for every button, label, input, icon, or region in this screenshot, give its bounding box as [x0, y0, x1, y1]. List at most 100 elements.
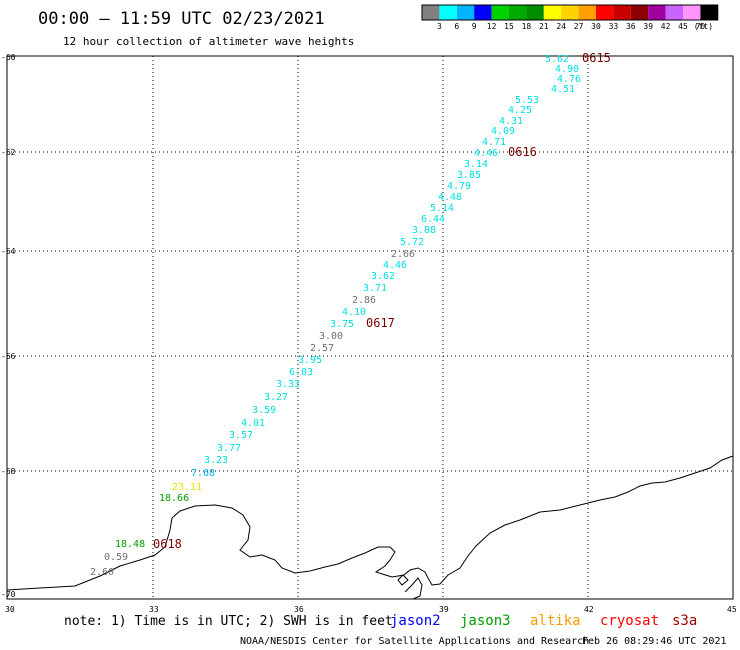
wave-height-label: 0.59 [104, 552, 128, 563]
lat-tick-label: -70 [1, 590, 16, 599]
colorbar-tick-label: 39 [643, 22, 653, 31]
colorbar-swatch [630, 5, 649, 20]
colorbar-swatch [543, 5, 562, 20]
colorbar-swatch [596, 5, 614, 20]
wave-height-label: 4.51 [551, 84, 575, 95]
colorbar-tick-label: 9 [472, 22, 477, 31]
map-frame [6, 55, 734, 600]
colorbar-swatch [665, 5, 683, 20]
wave-height-label: 3.75 [330, 319, 354, 330]
wave-height-label: 4.25 [508, 105, 532, 116]
colorbar-swatch [683, 5, 701, 20]
wave-height-label: 5.14 [430, 203, 454, 214]
time-label: 0615 [582, 51, 611, 65]
lon-tick-label: 45 [727, 605, 737, 614]
wave-height-label: 2.60 [90, 567, 114, 578]
colorbar-swatch [474, 5, 492, 20]
wave-height-label: 5.62 [545, 54, 569, 65]
colorbar-tick-label: 6 [454, 22, 459, 31]
time-label: 0618 [153, 537, 182, 551]
wave-height-label: 3.00 [319, 331, 343, 342]
wave-height-label: 4.09 [491, 126, 515, 137]
lat-tick-label: -64 [1, 247, 16, 256]
colorbar-tick-label: 15 [504, 22, 514, 31]
lat-tick-label: -62 [1, 148, 16, 157]
colorbar-swatch [491, 5, 509, 20]
colorbar-swatch [613, 5, 631, 20]
time-labels: 0615 0616 0617 0618 [153, 51, 611, 551]
satellite-name: cryosat [600, 613, 659, 629]
time-label: 0616 [508, 145, 537, 159]
wave-height-label: 3.23 [204, 455, 228, 466]
wave-height-label: 3.62 [371, 271, 395, 282]
units-note: note: 1) Time is in UTC; 2) SWH is in fe… [64, 614, 393, 629]
lon-tick-label: 33 [149, 605, 159, 614]
lon-tick-label: 30 [5, 605, 15, 614]
colorbar-tick-label: 18 [522, 22, 532, 31]
satellite-legend: jason2 jason3 altika cryosat s3a [390, 613, 697, 629]
colorbar-tick-label: 27 [574, 22, 584, 31]
colorbar-swatch [439, 5, 457, 20]
wave-height-label: 4.46 [474, 148, 498, 159]
wave-height-label: 3.33 [276, 379, 300, 390]
wave-height-label: 4.31 [499, 116, 523, 127]
wave-height-label: 18.48 [115, 539, 145, 550]
lat-tick-label: -60 [1, 53, 16, 62]
satellite-name: altika [530, 613, 581, 629]
wave-height-label: 3.27 [264, 392, 288, 403]
wave-height-label: 4.46 [383, 260, 407, 271]
colorbar-unit: (ft) [694, 22, 713, 31]
lon-tick-label: 42 [584, 605, 594, 614]
lon-tick-label: 36 [294, 605, 304, 614]
wave-height-label: 3.88 [412, 225, 436, 236]
colorbar-legend: 3 6 9 12 15 18 21 24 27 30 33 36 39 42 45 70(ft) [421, 4, 719, 31]
colorbar-swatch [526, 5, 544, 20]
wave-height-label: 3.57 [229, 430, 253, 441]
wave-height-label: 4.01 [241, 418, 265, 429]
colorbar-tick-label: 3 [437, 22, 442, 31]
wave-height-label: 2.86 [352, 295, 376, 306]
satellite-name: jason2 [390, 613, 441, 629]
colorbar-tick-label: 42 [661, 22, 671, 31]
wave-height-label: 6.03 [289, 367, 313, 378]
wave-height-label: 4.10 [342, 307, 366, 318]
lat-lon-grid [7, 56, 733, 599]
colorbar-tick-label: 33 [609, 22, 619, 31]
wave-height-observations: 5.624.904.764.515.534.254.314.094.714.46… [90, 54, 581, 578]
colorbar-tick-label: 12 [487, 22, 497, 31]
wave-height-label: 4.71 [482, 137, 506, 148]
agency-credit: NOAA/NESDIS Center for Satellite Applica… [240, 636, 589, 647]
coastline [6, 455, 734, 600]
wave-height-label: 2.66 [391, 249, 415, 260]
wave-height-label: 3.14 [464, 159, 488, 170]
wave-height-label: 3.59 [252, 405, 276, 416]
page-subtitle: 12 hour collection of altimeter wave hei… [63, 35, 354, 48]
colorbar-tick-label: 70 [696, 22, 706, 31]
wave-height-label: 5.72 [400, 237, 424, 248]
lon-tick-label: 39 [439, 605, 449, 614]
colorbar-tick-label: 45 [678, 22, 688, 31]
wave-height-label: 3.77 [217, 443, 241, 454]
colorbar-swatch [578, 5, 596, 20]
wave-height-label: 18.66 [159, 493, 189, 504]
page-title: 00:00 – 11:59 UTC 02/23/2021 [38, 9, 325, 29]
wave-height-label: 5.53 [515, 95, 539, 106]
wave-height-label: 7.68 [191, 468, 215, 479]
colorbar-tick-label: 30 [591, 22, 601, 31]
wave-height-label: 3.71 [363, 283, 387, 294]
satellite-name: jason3 [460, 613, 511, 629]
wave-height-label: 3.95 [298, 355, 322, 366]
colorbar-swatch [700, 5, 718, 20]
wave-height-label: 2.57 [310, 343, 334, 354]
wave-height-label: 6.44 [421, 214, 445, 225]
colorbar-swatch [561, 5, 579, 20]
wave-height-label: 23.11 [172, 482, 202, 493]
colorbar-tick-label: 21 [539, 22, 549, 31]
colorbar-swatch [648, 5, 666, 20]
wave-height-label: 4.76 [557, 74, 581, 85]
colorbar-frame [421, 4, 719, 21]
colorbar-tick-label: 24 [556, 22, 566, 31]
generated-timestamp: Feb 26 08:29:46 UTC 2021 [582, 636, 727, 647]
wave-height-label: 4.90 [555, 64, 579, 75]
